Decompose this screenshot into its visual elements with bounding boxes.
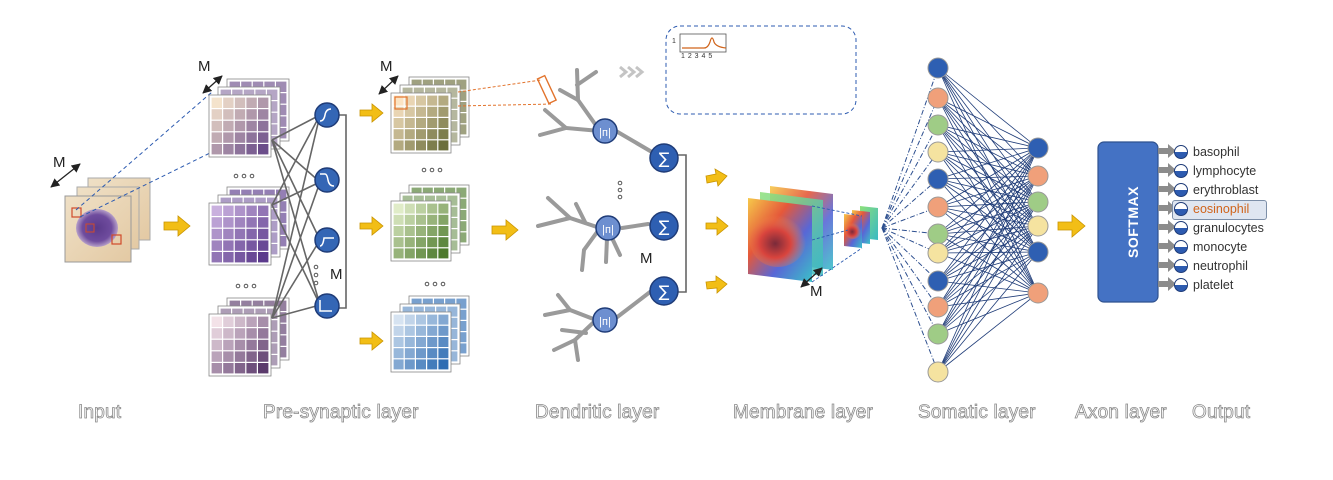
svg-text:∑: ∑ <box>659 149 670 168</box>
class-item: basophil <box>1174 143 1240 160</box>
somatic-node <box>927 296 949 318</box>
somatic-node <box>927 87 949 109</box>
synapse-nodes <box>314 102 340 319</box>
somatic-node <box>927 114 949 136</box>
stage-label-input: Input <box>78 402 122 424</box>
input-cell-images <box>64 177 151 263</box>
feature-grid <box>208 297 290 377</box>
m-label-input: M <box>53 154 66 171</box>
stage-label-somatic: Somatic layer <box>918 402 1036 424</box>
somatic-node <box>927 168 949 190</box>
stage-label-axon: Axon layer <box>1075 402 1167 424</box>
class-item: platelet <box>1174 276 1233 293</box>
class-indicator-icon <box>1174 144 1188 159</box>
class-item: monocyte <box>1174 238 1247 255</box>
class-indicator-icon <box>1174 182 1188 197</box>
inset-y-tick: 1 <box>672 38 676 45</box>
class-label: eosinophil <box>1193 201 1250 216</box>
somatic-node <box>927 223 949 245</box>
class-item: erythroblast <box>1174 181 1258 198</box>
inset-x-ticks: 1 2 3 4 5 <box>681 53 713 60</box>
feature-grid <box>390 295 470 373</box>
sum-nodes: ∑ ∑ ∑ <box>649 143 679 306</box>
svg-text:∑: ∑ <box>659 282 670 301</box>
svg-text:∑: ∑ <box>659 217 670 236</box>
stage-label-membrane: Membrane layer <box>733 402 874 424</box>
class-indicator-icon <box>1174 277 1188 292</box>
feature-grid <box>208 186 290 266</box>
class-item: lymphocyte <box>1174 162 1256 179</box>
axon-node <box>1027 241 1049 263</box>
m-label-dendrite: M <box>640 250 653 267</box>
stage-label-presynaptic: Pre-synaptic layer <box>263 402 419 424</box>
m-label-membrane: M <box>810 283 823 300</box>
somatic-node <box>927 141 949 163</box>
feature-grid <box>208 78 290 158</box>
axon-node <box>1027 215 1049 237</box>
synapse-connections <box>271 114 347 319</box>
somatic-node <box>927 57 949 79</box>
class-label: erythroblast <box>1193 182 1259 197</box>
inset-box <box>665 25 857 115</box>
class-label: platelet <box>1193 277 1234 292</box>
ellipsis-dots <box>233 167 623 289</box>
stage-label-output: Output <box>1192 402 1251 424</box>
svg-text:|п|: |п| <box>599 127 611 139</box>
svg-text:|п|: |п| <box>602 224 614 236</box>
feature-grid <box>390 184 470 262</box>
class-indicator-icon <box>1174 258 1188 273</box>
m-label-presyn-out: M <box>380 58 393 75</box>
flow-arrows <box>163 103 1086 351</box>
somatic-node <box>927 323 949 345</box>
membrane-feature-maps <box>748 186 878 282</box>
axon-node <box>1027 191 1049 213</box>
class-item: granulocytes <box>1174 219 1264 236</box>
softmax-label-wrap: SOFTMAX <box>1103 142 1163 302</box>
somatic-node <box>927 361 949 383</box>
axon-node <box>1027 137 1049 159</box>
class-indicator-icon <box>1174 163 1188 178</box>
class-indicator-icon <box>1174 239 1188 254</box>
class-indicator-icon <box>1174 220 1188 235</box>
svg-text:|п|: |п| <box>599 316 611 328</box>
axon-node <box>1027 282 1049 304</box>
class-label: granulocytes <box>1193 220 1264 235</box>
somatic-node <box>927 196 949 218</box>
axon-node <box>1027 165 1049 187</box>
class-item: eosinophil <box>1174 200 1249 217</box>
dendrite-branches <box>536 68 659 362</box>
dendrite-nodes: |п| |п| |п| <box>592 118 621 333</box>
softmax-label: SOFTMAX <box>1125 186 1142 258</box>
somatic-node <box>927 270 949 292</box>
class-label: neutrophil <box>1193 258 1248 273</box>
class-label: basophil <box>1193 144 1240 159</box>
stage-label-dendritic: Dendritic layer <box>535 402 660 424</box>
output-arrows <box>1158 144 1176 291</box>
m-label-presyn: M <box>198 58 211 75</box>
m-label-synapse: M <box>330 266 343 283</box>
chevrons <box>619 65 645 79</box>
presynaptic-feature-maps <box>208 76 470 377</box>
class-label: monocyte <box>1193 239 1248 254</box>
softmax-block <box>1097 141 1159 303</box>
class-label: lymphocyte <box>1193 163 1257 178</box>
selected-class-highlight <box>1172 200 1267 220</box>
class-item: neutrophil <box>1174 257 1248 274</box>
class-indicator-icon <box>1174 201 1188 216</box>
somatic-node <box>927 242 949 264</box>
feature-grid <box>390 76 470 154</box>
somatic-layer <box>881 57 1049 383</box>
